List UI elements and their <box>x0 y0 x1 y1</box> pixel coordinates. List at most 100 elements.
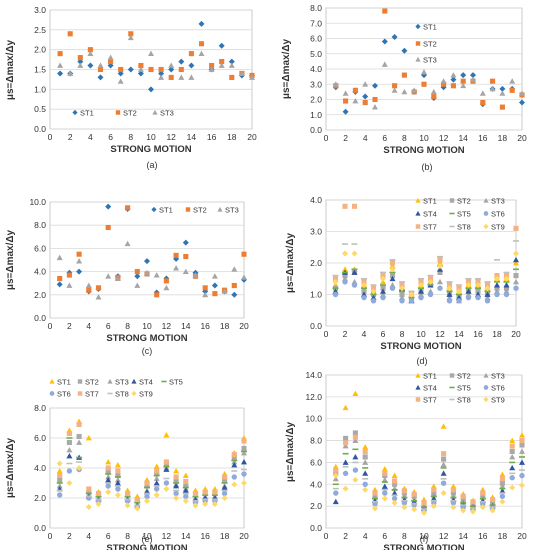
x-tick-label: 0 <box>324 531 329 541</box>
data-point <box>154 471 160 477</box>
data-point <box>241 450 247 456</box>
data-point <box>480 490 486 496</box>
legend: ST1 ST2 ST3 ST4 ST5 ST6 ST7 ST8 ST9 <box>49 378 183 399</box>
x-tick-label: 6 <box>381 329 386 339</box>
legend-marker <box>77 391 83 396</box>
data-point <box>499 483 506 489</box>
data-point <box>97 74 104 81</box>
data-point <box>231 291 238 298</box>
y-tick-label: 14.0 <box>305 370 322 380</box>
data-point <box>391 499 398 506</box>
data-point <box>76 465 83 471</box>
data-point <box>494 291 500 298</box>
data-point <box>480 100 486 106</box>
series-points <box>332 203 519 304</box>
data-point <box>332 81 339 87</box>
series-points <box>332 8 525 115</box>
data-point <box>153 463 160 469</box>
x-tick-label: 20 <box>511 329 521 339</box>
data-point <box>231 459 238 465</box>
data-point <box>178 66 184 73</box>
data-point <box>430 503 437 510</box>
series-points <box>56 418 247 512</box>
legend-label: ST4 <box>423 384 437 393</box>
panel-caption: (b) <box>422 162 433 172</box>
panel-caption: (f) <box>420 534 429 544</box>
chart-panel-f: 0.0 2.0 4.0 6.0 8.0 10.0 12.0 14.0 0 2 4 6 8 10 12 14 16… <box>285 370 527 550</box>
data-point <box>211 501 218 507</box>
data-point <box>381 38 388 45</box>
data-point <box>342 485 349 492</box>
data-point <box>56 254 63 261</box>
data-point <box>427 276 434 282</box>
data-point <box>182 268 189 274</box>
legend-marker <box>415 56 421 62</box>
data-point <box>229 74 235 80</box>
x-tick-label: 2 <box>343 329 348 339</box>
x-tick-label: 6 <box>106 531 111 541</box>
legend-marker <box>151 206 157 213</box>
data-point <box>241 471 247 477</box>
data-point <box>182 487 189 493</box>
data-point <box>519 99 525 106</box>
x-tick-label: 18 <box>227 132 237 142</box>
data-point <box>182 239 189 246</box>
data-point <box>144 493 150 500</box>
data-point <box>470 76 476 83</box>
data-point <box>66 453 73 459</box>
x-axis-label: STRONG MOTION <box>106 333 187 344</box>
data-point <box>479 90 486 96</box>
legend: ST1 ST2 ST3 <box>72 109 174 118</box>
x-tick-label: 0 <box>324 329 329 339</box>
legend-marker <box>415 384 421 390</box>
data-point <box>450 500 457 506</box>
data-point <box>178 58 185 65</box>
legend-label: ST3 <box>491 372 505 381</box>
data-point <box>192 272 199 278</box>
data-point <box>95 490 102 497</box>
data-point <box>352 476 359 483</box>
data-point <box>499 90 506 96</box>
x-tick-label: 2 <box>343 133 348 143</box>
legend-label: ST8 <box>457 223 471 232</box>
legend-label: ST8 <box>115 390 129 399</box>
x-tick-label: 16 <box>200 321 210 331</box>
data-point <box>450 72 457 78</box>
y-tick-label: 1.0 <box>310 290 322 300</box>
data-point <box>144 483 150 489</box>
y-tick-label: 10.0 <box>29 197 46 207</box>
data-point <box>382 470 388 476</box>
data-point <box>352 390 359 396</box>
data-point <box>389 263 396 269</box>
x-tick-label: 2 <box>67 321 72 331</box>
data-point <box>134 282 141 288</box>
data-point <box>441 456 447 462</box>
legend-marker <box>49 378 55 384</box>
y-tick-label: 0.0 <box>34 523 46 533</box>
data-point <box>519 442 525 448</box>
y-tick-label: 5.0 <box>310 49 322 59</box>
data-point <box>168 74 174 80</box>
data-point <box>470 72 476 79</box>
data-point <box>202 489 208 495</box>
data-point <box>361 279 367 285</box>
y-tick-label: 2.0 <box>34 493 46 503</box>
x-tick-label: 4 <box>86 531 91 541</box>
data-point <box>173 490 179 497</box>
panel-caption: (e) <box>142 534 153 544</box>
data-point <box>56 460 63 467</box>
data-point <box>202 285 208 291</box>
chart-panel-e: 0.0 2.0 4.0 6.0 8.0 0 2 4 6 8 10 12 14 16 18 20 STRONG M… <box>5 378 249 550</box>
data-point <box>489 85 496 92</box>
y-tick-label: 8.0 <box>310 436 322 446</box>
legend-marker <box>217 206 223 212</box>
data-point <box>494 282 500 288</box>
data-point <box>513 225 519 231</box>
data-point <box>95 501 102 507</box>
legend-marker <box>77 379 83 384</box>
data-point <box>431 93 437 99</box>
data-point <box>509 87 515 93</box>
chart-panel-d: 0.0 1.0 2.0 3.0 4.0 0 2 4 6 8 10 12 14 16 18 20 STRONG M… <box>285 195 521 366</box>
data-point <box>503 273 510 279</box>
data-point <box>85 435 92 441</box>
